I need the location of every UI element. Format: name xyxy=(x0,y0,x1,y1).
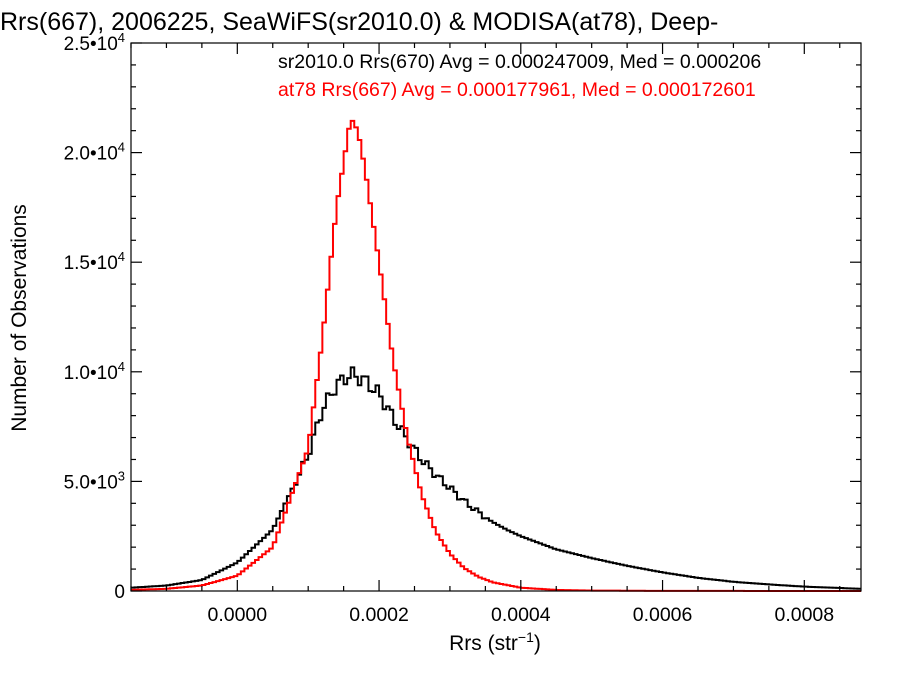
series-black-histogram xyxy=(131,366,861,590)
y-tick-label-mantissa: 1.0•10 xyxy=(64,363,118,384)
y-tick-label-exponent: 4 xyxy=(118,359,125,374)
x-axis-label-superscript: −1 xyxy=(518,629,534,645)
y-axis-label-group: Number of Observations xyxy=(8,204,31,432)
legend-entry-black: sr2010.0 Rrs(670) Avg = 0.000247009, Med… xyxy=(278,51,761,73)
y-tick-label-mantissa: 0 xyxy=(114,582,125,603)
y-tick-label-mantissa: 5.0•10 xyxy=(64,472,118,493)
y-tick-label: 1.5•104 xyxy=(64,249,125,274)
x-tick-label: 0.0006 xyxy=(633,604,693,626)
y-tick-label: 2.0•104 xyxy=(64,140,125,165)
x-axis-label-end: ) xyxy=(534,632,541,655)
x-tick-label: 0.0002 xyxy=(349,604,409,626)
y-tick-label-exponent: 4 xyxy=(118,30,125,45)
x-axis-label: Rrs (str−1) xyxy=(449,629,541,655)
y-tick-label: 5.0•103 xyxy=(64,468,125,493)
y-tick-label-exponent: 4 xyxy=(118,249,125,264)
x-tick-label: 0.0008 xyxy=(774,604,834,626)
series-layer xyxy=(131,119,861,592)
y-tick-label: 2.5•104 xyxy=(64,30,125,55)
x-tick-label: 0.0004 xyxy=(491,604,551,626)
legend-entry-red: at78 Rrs(667) Avg = 0.000177961, Med = 0… xyxy=(278,79,756,101)
y-tick-label-exponent: 4 xyxy=(118,140,125,155)
y-tick-label-exponent: 3 xyxy=(118,468,125,483)
chart-title: Rrs(667), 2006225, SeaWiFS(sr2010.0) & M… xyxy=(0,8,718,36)
y-axis-label: Number of Observations xyxy=(8,204,31,432)
y-tick-label: 1.0•104 xyxy=(64,359,125,384)
y-tick-label: 0 xyxy=(114,582,125,603)
x-axis-label-main: Rrs (str xyxy=(449,632,518,655)
y-tick-label-mantissa: 1.5•10 xyxy=(64,253,118,274)
y-tick-label-mantissa: 2.5•10 xyxy=(64,34,118,55)
y-tick-label-mantissa: 2.0•10 xyxy=(64,144,118,165)
plot-frame xyxy=(130,42,862,592)
ticks-layer: 05.0•1031.0•1041.5•1042.0•1042.5•1040.00… xyxy=(64,30,861,626)
series-red-histogram xyxy=(131,119,861,592)
x-tick-label: 0.0000 xyxy=(207,604,267,626)
